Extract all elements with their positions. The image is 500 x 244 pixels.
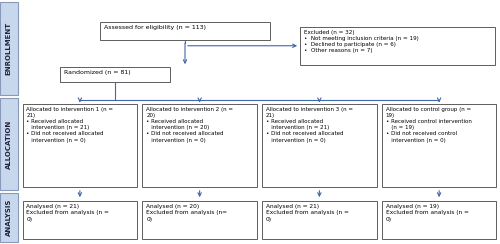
Text: Allocated to control group (n =
19)
• Received control intervention
   (n = 19)
: Allocated to control group (n = 19) • Re… bbox=[386, 107, 472, 143]
FancyBboxPatch shape bbox=[100, 22, 270, 40]
Text: Assessed for eligibility (n = 113): Assessed for eligibility (n = 113) bbox=[104, 25, 206, 30]
FancyBboxPatch shape bbox=[142, 104, 257, 187]
Text: Allocated to intervention 3 (n =
21)
• Received allocated
   intervention (n = 2: Allocated to intervention 3 (n = 21) • R… bbox=[266, 107, 353, 143]
Text: ANALYSIS: ANALYSIS bbox=[6, 198, 12, 236]
FancyBboxPatch shape bbox=[22, 104, 137, 187]
Text: ENROLLMENT: ENROLLMENT bbox=[6, 22, 12, 75]
FancyBboxPatch shape bbox=[0, 98, 18, 190]
Text: Analysed (n = 21)
Excluded from analysis (n =
0): Analysed (n = 21) Excluded from analysis… bbox=[26, 204, 110, 222]
FancyBboxPatch shape bbox=[142, 201, 257, 239]
Text: Analysed (n = 20)
Excluded from analysis (n=
0): Analysed (n = 20) Excluded from analysis… bbox=[146, 204, 227, 222]
Text: ALLOCATION: ALLOCATION bbox=[6, 119, 12, 169]
FancyBboxPatch shape bbox=[262, 104, 377, 187]
FancyBboxPatch shape bbox=[382, 201, 496, 239]
Text: Analysed (n = 21)
Excluded from analysis (n =
0): Analysed (n = 21) Excluded from analysis… bbox=[266, 204, 349, 222]
FancyBboxPatch shape bbox=[262, 201, 377, 239]
Text: Excluded (n = 32)
•  Not meeting inclusion criteria (n = 19)
•  Declined to part: Excluded (n = 32) • Not meeting inclusio… bbox=[304, 30, 419, 53]
Text: Allocated to intervention 2 (n =
20)
• Received allocated
   intervention (n = 2: Allocated to intervention 2 (n = 20) • R… bbox=[146, 107, 233, 143]
FancyBboxPatch shape bbox=[300, 27, 495, 65]
FancyBboxPatch shape bbox=[22, 201, 137, 239]
FancyBboxPatch shape bbox=[0, 2, 18, 95]
FancyBboxPatch shape bbox=[382, 104, 496, 187]
Text: Allocated to intervention 1 (n =
21)
• Received allocated
   intervention (n = 2: Allocated to intervention 1 (n = 21) • R… bbox=[26, 107, 114, 143]
FancyBboxPatch shape bbox=[60, 67, 170, 82]
Text: Analysed (n = 19)
Excluded from analysis (n =
0): Analysed (n = 19) Excluded from analysis… bbox=[386, 204, 468, 222]
FancyBboxPatch shape bbox=[0, 193, 18, 242]
Text: Randomized (n = 81): Randomized (n = 81) bbox=[64, 70, 130, 75]
